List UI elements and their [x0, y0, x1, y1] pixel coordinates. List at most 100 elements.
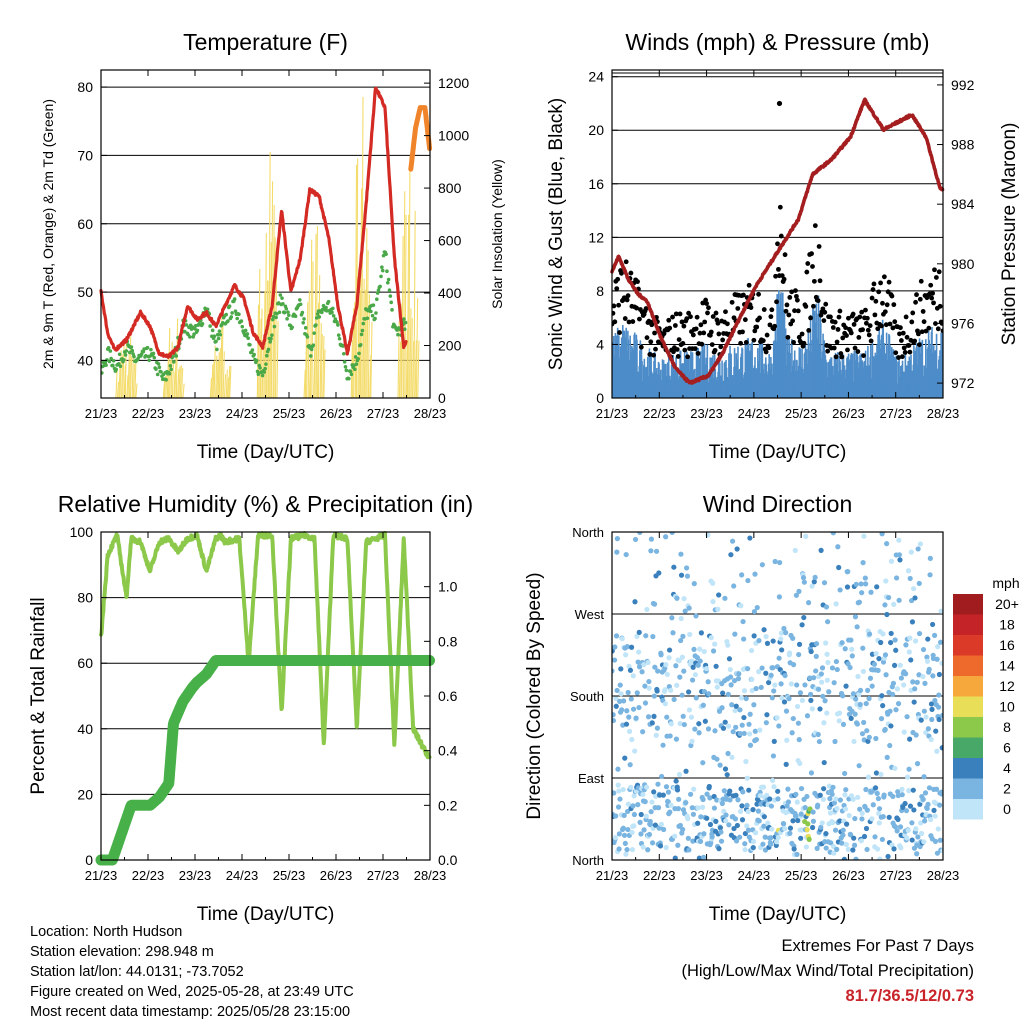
dewpoint-point — [380, 268, 385, 273]
direction-point — [745, 666, 751, 672]
direction-point — [905, 827, 911, 834]
direction-point — [738, 695, 744, 701]
direction-point — [872, 834, 878, 840]
direction-point — [714, 756, 720, 762]
direction-point — [654, 688, 660, 694]
direction-point — [737, 834, 743, 840]
direction-point — [649, 720, 655, 726]
direction-point — [889, 691, 896, 697]
x-axis-label-0: Time (Day/UTC) — [197, 442, 335, 463]
solar-spike — [311, 261, 314, 398]
dewpoint-point — [254, 358, 259, 363]
dewpoint-point — [147, 358, 152, 363]
gust-point — [822, 309, 828, 315]
direction-point — [922, 818, 928, 824]
dewpoint-point — [369, 309, 373, 314]
direction-point — [648, 536, 655, 542]
gust-point — [764, 332, 770, 338]
direction-point — [843, 841, 849, 848]
dewpoint-point — [155, 372, 160, 377]
gust-point — [777, 204, 783, 210]
y-tick-label-2-1: 20 — [77, 786, 93, 802]
dewpoint-point — [371, 303, 376, 307]
direction-point — [840, 827, 846, 833]
x-tick-label-1-3: 24/23 — [738, 406, 771, 421]
direction-point — [739, 803, 745, 809]
gust-point — [643, 306, 649, 311]
colorbar-label-5: 10 — [999, 699, 1015, 715]
direction-point — [659, 773, 665, 780]
direction-point — [781, 699, 788, 705]
direction-point — [733, 703, 739, 709]
direction-point — [750, 838, 757, 845]
direction-point — [878, 771, 884, 778]
direction-point — [893, 707, 899, 713]
direction-point — [835, 544, 841, 550]
direction-point — [931, 807, 937, 813]
dewpoint-point — [127, 350, 132, 355]
dewpoint-point — [246, 336, 251, 340]
x-tick-label-0-1: 22/23 — [132, 406, 165, 421]
direction-point — [735, 797, 741, 803]
gust-point — [863, 307, 868, 313]
direction-point — [672, 833, 678, 839]
direction-point — [856, 692, 862, 698]
direction-point — [779, 647, 785, 653]
direction-point — [882, 652, 889, 658]
direction-point — [846, 812, 852, 819]
direction-point — [913, 732, 919, 738]
dewpoint-point — [357, 351, 361, 356]
gust-point — [652, 330, 657, 336]
dewpoint-point — [188, 335, 192, 339]
direction-point — [719, 800, 725, 807]
direction-point — [896, 552, 903, 558]
y-tick-label-3-2: South — [570, 689, 604, 704]
direction-point — [723, 818, 729, 824]
gust-point — [626, 319, 632, 325]
gust-point — [757, 315, 762, 321]
direction-point — [613, 813, 619, 819]
gust-point — [775, 241, 780, 247]
direction-point — [896, 537, 902, 543]
direction-point — [891, 662, 898, 668]
gust-point — [670, 314, 675, 320]
direction-point — [830, 784, 836, 790]
direction-point — [712, 728, 718, 734]
dewpoint-point — [303, 326, 308, 330]
gust-point — [653, 346, 658, 352]
direction-point — [888, 630, 894, 637]
direction-point — [660, 792, 666, 798]
station-pressure-line — [610, 97, 945, 385]
direction-point — [716, 592, 722, 598]
dewpoint-point — [311, 343, 316, 347]
direction-point — [727, 666, 733, 673]
direction-point — [716, 846, 722, 852]
direction-point — [935, 826, 941, 832]
direction-point — [751, 633, 757, 639]
direction-point — [866, 695, 872, 702]
dewpoint-point — [239, 319, 244, 323]
gust-point — [624, 297, 630, 303]
dewpoint-point — [347, 376, 351, 381]
direction-point — [692, 726, 698, 732]
dewpoint-point — [385, 269, 389, 274]
direction-point — [701, 854, 707, 860]
direction-point — [756, 638, 762, 644]
dewpoint-point — [265, 353, 269, 358]
solar-spike — [212, 361, 215, 398]
gust-point — [741, 292, 746, 298]
x-tick-label-1-2: 23/23 — [690, 406, 723, 421]
direction-point — [884, 611, 890, 618]
direction-point — [914, 761, 921, 767]
direction-point — [785, 799, 792, 805]
gust-point — [787, 295, 793, 300]
direction-point — [819, 820, 825, 826]
gust-point — [816, 244, 822, 249]
direction-point — [704, 815, 710, 821]
direction-point — [859, 816, 865, 822]
gust-point — [782, 252, 788, 258]
dewpoint-point — [269, 336, 273, 341]
direction-point — [937, 837, 943, 843]
direction-point — [732, 816, 739, 822]
solar-spike — [221, 320, 224, 398]
